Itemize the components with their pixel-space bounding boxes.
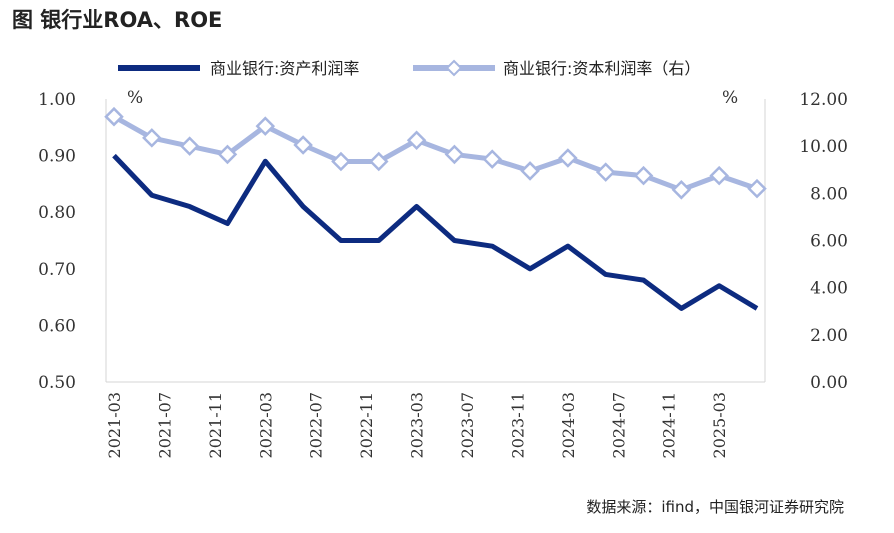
roe-point-marker: [293, 135, 313, 155]
x-tick-label: 2023-03: [408, 392, 427, 458]
left-axis-unit: %: [127, 88, 143, 108]
roe-point-marker: [633, 165, 654, 186]
left-tick-label: 0.70: [38, 260, 76, 280]
x-tick-label: 2021-07: [155, 392, 174, 458]
left-axis-ticks: 0.50 0.60 0.70 0.80 0.90 1.00: [38, 90, 76, 393]
right-tick-label: 6.00: [810, 232, 848, 252]
roe-point-marker: [444, 144, 465, 165]
x-tick-label: 2021-03: [105, 392, 124, 458]
roe-point-marker: [368, 151, 389, 172]
right-tick-label: 2.00: [810, 326, 848, 346]
x-tick-label: 2021-11: [206, 392, 225, 458]
roe-point-marker: [406, 130, 427, 151]
x-tick-label: 2022-11: [357, 392, 376, 458]
right-axis-ticks: 0.00 2.00 4.00 6.00 8.00 10.00 12.00: [799, 90, 848, 393]
roe-point-marker: [520, 161, 540, 181]
roe-point-marker: [558, 148, 578, 168]
chart-title: 图 银行业ROA、ROE: [12, 8, 223, 32]
roe-point-marker: [217, 144, 238, 165]
chart-svg: 商业银行:资产利润率 商业银行:资本利润率（右） % % 0.50 0.60 0.7…: [38, 59, 848, 458]
roe-point-marker: [331, 151, 351, 172]
right-tick-label: 8.00: [810, 184, 848, 204]
right-tick-label: 4.00: [810, 279, 848, 299]
left-tick-label: 1.00: [38, 90, 76, 110]
legend-label-roe: 商业银行:资本利润率（右）: [503, 59, 700, 78]
x-tick-label: 2024-03: [559, 392, 578, 458]
x-tick-label: 2024-07: [609, 392, 628, 458]
series-line-roa: [112, 153, 759, 311]
roe-point-marker: [104, 106, 124, 127]
roe-point-marker: [595, 162, 616, 182]
left-tick-label: 0.90: [38, 147, 76, 167]
source-note: 数据来源：ifind，中国银河证券研究院: [586, 498, 844, 516]
roe-point-marker: [482, 149, 503, 169]
roe-point-marker: [747, 178, 767, 199]
roe-point-marker: [179, 136, 200, 156]
x-tick-label: 2025-03: [710, 392, 729, 458]
legend-label-roa: 商业银行:资产利润率: [210, 59, 359, 78]
x-tick-label: 2023-11: [508, 392, 527, 458]
right-tick-label: 10.00: [799, 137, 848, 157]
series-line-roe: [112, 114, 758, 193]
x-tick-label: 2022-03: [256, 392, 275, 458]
legend-marker-roe: [445, 59, 463, 77]
roe-point-marker: [142, 128, 162, 148]
left-tick-label: 0.50: [38, 373, 76, 393]
roe-point-marker: [709, 165, 729, 186]
right-tick-label: 12.00: [799, 90, 848, 110]
series-layer: [104, 106, 767, 311]
right-axis-unit: %: [722, 88, 738, 108]
right-tick-label: 0.00: [810, 373, 848, 393]
roe-point-marker: [671, 180, 692, 200]
x-tick-label: 2024-11: [660, 392, 679, 458]
legend: 商业银行:资产利润率 商业银行:资本利润率（右）: [118, 59, 700, 78]
x-tick-label: 2022-07: [307, 392, 326, 458]
x-axis-ticks: 2021-03 2021-07 2021-11 2022-03 2022-07 2022-…: [105, 392, 729, 458]
roe-point-marker: [255, 116, 276, 136]
left-tick-label: 0.80: [38, 203, 76, 223]
x-tick-label: 2023-07: [458, 392, 477, 458]
left-tick-label: 0.60: [38, 316, 76, 336]
